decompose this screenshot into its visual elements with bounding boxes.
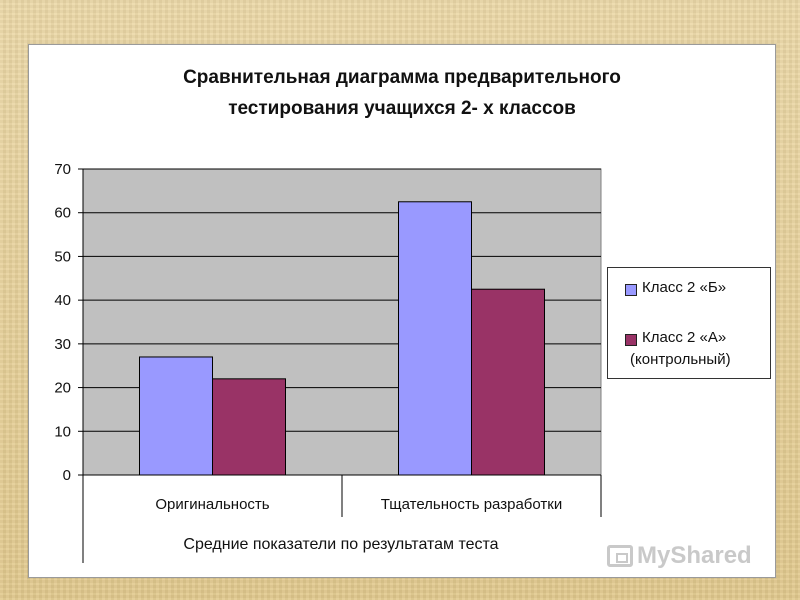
legend-swatch-class-a xyxy=(625,334,637,346)
y-tick-label: 30 xyxy=(54,336,71,353)
y-tick-label: 0 xyxy=(63,467,71,484)
legend-label-class-a-note: (контрольный) xyxy=(630,351,731,368)
x-category-label: Оригинальность xyxy=(155,496,269,513)
bar xyxy=(212,378,286,476)
chart-title-line-2: тестирования учащихся 2- х классов xyxy=(228,98,576,119)
y-tick-label: 40 xyxy=(54,292,71,309)
y-tick-label: 10 xyxy=(54,423,71,440)
bar xyxy=(398,201,472,476)
y-tick-label: 20 xyxy=(54,380,71,397)
legend-label-class-b: Класс 2 «Б» xyxy=(642,279,727,296)
x-axis-label: Средние показатели по результатам теста xyxy=(183,536,498,553)
legend-swatch-class-b xyxy=(625,284,637,296)
watermark-text: MyShared xyxy=(637,542,752,569)
bar-chart: 0 10 20 30 40 50 60 70 Оригинальность Тщательност… xyxy=(54,161,602,563)
bar xyxy=(471,288,545,476)
chart-title-line-1: Сравнительная диаграмма предварительного xyxy=(183,67,621,88)
y-tick-label: 50 xyxy=(54,248,71,265)
chart-panel: Сравнительная диаграмма предварительного… xyxy=(28,44,776,578)
legend: Класс 2 «Б» Класс 2 «А» (контрольный) xyxy=(607,267,771,379)
bar xyxy=(139,356,213,476)
legend-label-class-a: Класс 2 «А» xyxy=(642,329,727,346)
x-category-label: Тщательность разработки xyxy=(381,496,562,513)
watermark: MyShared xyxy=(607,540,752,572)
presentation-icon xyxy=(607,545,633,567)
y-tick-label: 70 xyxy=(54,161,71,178)
y-tick-label: 60 xyxy=(54,205,71,222)
